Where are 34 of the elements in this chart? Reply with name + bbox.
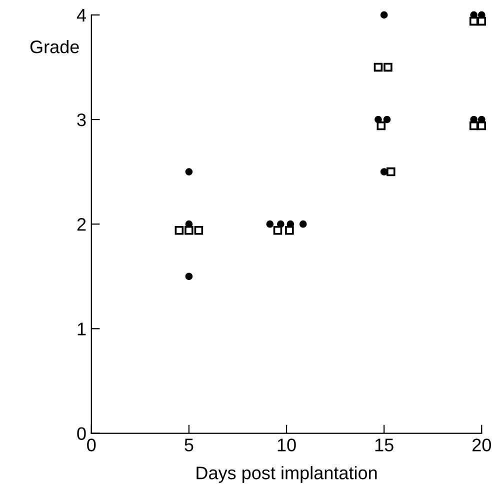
point bbox=[477, 16, 486, 26]
point bbox=[477, 121, 486, 130]
point bbox=[380, 11, 388, 19]
x-tick-label: 5 bbox=[184, 438, 194, 452]
x-axis-title: Days post implantation bbox=[196, 466, 377, 483]
point bbox=[380, 168, 388, 176]
x-tick-label: 10 bbox=[278, 438, 296, 452]
point bbox=[383, 116, 391, 124]
point bbox=[384, 62, 392, 72]
point bbox=[469, 16, 478, 26]
point bbox=[276, 220, 284, 228]
y-axis-title: Grade bbox=[30, 40, 79, 54]
point bbox=[285, 226, 294, 235]
y-tick-label: 0 bbox=[77, 427, 86, 440]
x-tick-label: 0 bbox=[87, 438, 96, 452]
point bbox=[374, 116, 382, 124]
point bbox=[469, 121, 478, 130]
point bbox=[185, 168, 193, 176]
point bbox=[184, 226, 194, 235]
x-tick-label: 20 bbox=[472, 438, 491, 452]
y-tick-label: 3 bbox=[77, 113, 86, 126]
x-tick-label: 15 bbox=[375, 438, 394, 452]
point bbox=[194, 226, 204, 235]
y-tick-label: 2 bbox=[77, 218, 86, 231]
y-tick-label: 1 bbox=[78, 322, 86, 336]
point bbox=[386, 167, 396, 176]
point bbox=[273, 226, 282, 235]
point bbox=[376, 121, 386, 130]
point bbox=[374, 62, 383, 72]
point bbox=[174, 226, 184, 235]
point bbox=[299, 220, 307, 228]
point bbox=[266, 220, 274, 228]
y-tick-label: 4 bbox=[76, 9, 86, 22]
point bbox=[185, 272, 193, 280]
